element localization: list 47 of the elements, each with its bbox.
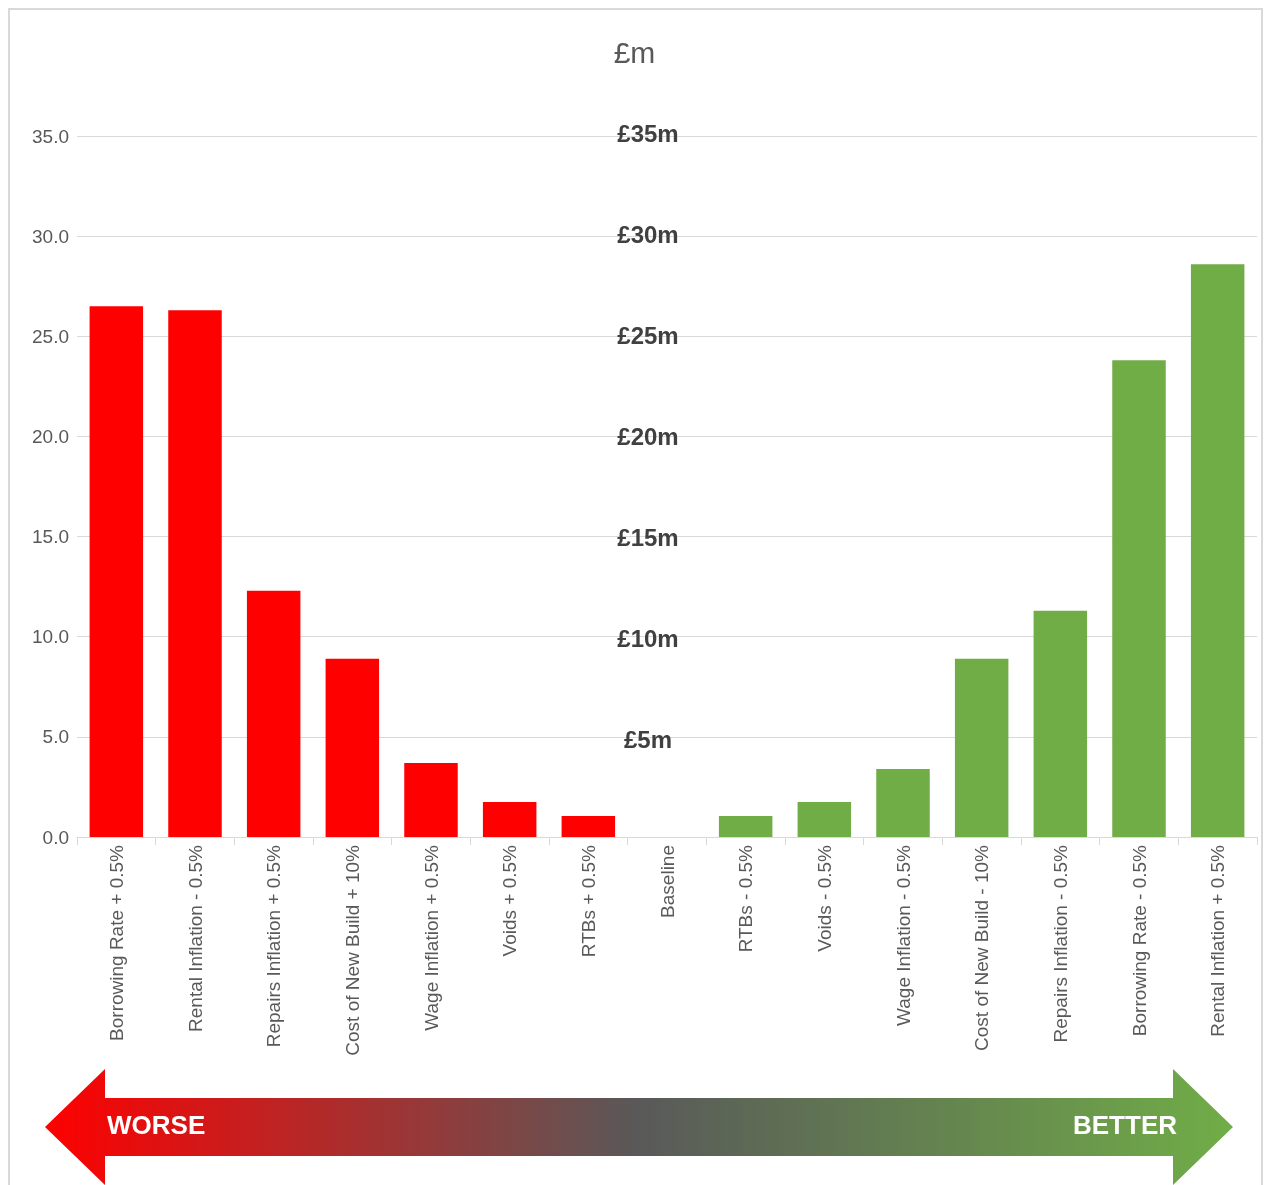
bar (1190, 264, 1245, 837)
y-tick-label: 15.0 (32, 526, 69, 548)
annotation: £10m (616, 624, 680, 653)
chart-title: £m (613, 35, 656, 69)
annotation: £20m (616, 422, 680, 451)
y-tick-label: 10.0 (32, 626, 69, 648)
x-tick-label: RTBs + 0.5% (577, 844, 599, 958)
bar (404, 762, 458, 837)
bar (954, 658, 1009, 837)
bar (718, 815, 773, 837)
x-tick-label: Wage Inflation + 0.5% (420, 844, 442, 1031)
annotation: £25m (616, 321, 680, 350)
annotation: £30m (616, 220, 680, 249)
x-tick-label: Repairs Inflation + 0.5% (263, 844, 285, 1048)
bar (797, 801, 852, 837)
text: BETTER (1073, 1110, 1177, 1141)
bar (1033, 610, 1088, 837)
y-tick-label: 30.0 (32, 225, 69, 247)
bar (482, 801, 537, 837)
bar (1112, 360, 1166, 837)
x-tick-label: Wage Inflation - 0.5% (892, 844, 914, 1026)
x-tick-label: Baseline (656, 845, 678, 918)
x-tick-label: Repairs Inflation - 0.5% (1049, 844, 1071, 1043)
y-tick-label: 0.0 (42, 826, 69, 848)
x-tick-label: Voids + 0.5% (499, 844, 521, 957)
x-tick-label: RTBs - 0.5% (735, 844, 757, 953)
annotation: £35m (616, 120, 680, 148)
x-tick-label: Cost of New Build - 10% (971, 844, 993, 1051)
y-tick-label: 5.0 (42, 726, 69, 748)
y-tick-label: 25.0 (32, 325, 69, 347)
bar (246, 590, 301, 837)
x-tick-label: Cost of New Build + 10% (341, 844, 363, 1056)
bar (561, 815, 616, 837)
x-tick-label: Rental Inflation - 0.5% (184, 844, 206, 1032)
bar (89, 306, 144, 837)
y-tick-label: 20.0 (32, 425, 69, 447)
bar (876, 768, 930, 837)
x-tick-label: Rental Inflation + 0.5% (1207, 844, 1229, 1037)
x-tick-label: Voids - 0.5% (813, 844, 835, 952)
annotation: £15m (616, 523, 680, 552)
bar (325, 658, 380, 837)
bar (168, 310, 222, 837)
annotation: £5m (622, 725, 673, 754)
y-tick-label: 35.0 (32, 125, 69, 147)
x-tick-label: Borrowing Rate - 0.5% (1128, 844, 1150, 1037)
x-tick-label: Borrowing Rate + 0.5% (105, 844, 127, 1041)
text: WORSE (107, 1110, 206, 1141)
